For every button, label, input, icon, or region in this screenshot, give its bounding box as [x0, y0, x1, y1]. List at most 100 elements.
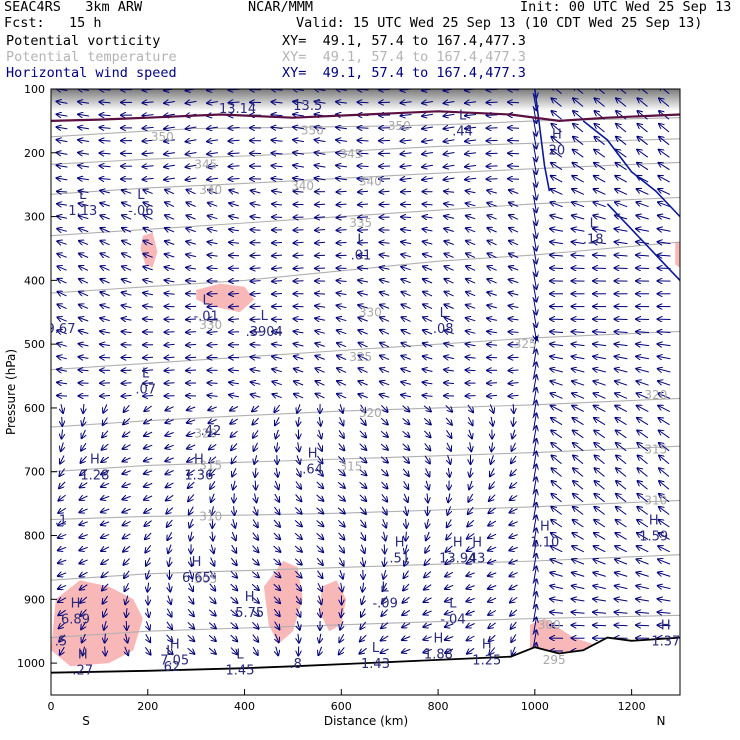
- wind-vector: [294, 520, 302, 526]
- wind-vector: [381, 481, 388, 489]
- wind-vector: [254, 506, 257, 515]
- wind-speed-contour-0: [534, 89, 551, 192]
- wind-vector: [401, 356, 411, 360]
- wind-vector: [404, 493, 408, 502]
- wind-vector: [122, 190, 132, 193]
- wind-vector: [490, 404, 493, 412]
- wind-vector: [448, 493, 450, 503]
- wind-vector: [100, 166, 111, 167]
- wind-vector: [358, 140, 369, 141]
- y-tick-label-0: 100: [24, 83, 45, 96]
- wind-vector: [187, 433, 196, 436]
- stratosphere-band: [51, 89, 680, 111]
- wind-vector: [78, 165, 89, 167]
- wind-vector: [487, 115, 498, 116]
- wind-vector: [658, 586, 671, 589]
- wind-vector: [294, 319, 304, 320]
- wind-vector: [615, 559, 628, 565]
- wind-vector: [188, 595, 194, 604]
- wind-vector: [615, 202, 628, 208]
- wind-vector: [637, 89, 648, 94]
- wind-vector: [189, 506, 194, 515]
- wind-vector: [79, 370, 89, 371]
- wind-vector: [658, 356, 671, 358]
- wind-vector: [659, 89, 670, 94]
- wind-vector: [209, 583, 216, 591]
- wind-vector: [444, 317, 454, 321]
- wind-vector: [534, 222, 537, 238]
- wind-vector: [638, 124, 648, 133]
- wind-vector: [445, 279, 454, 283]
- wind-vector: [401, 178, 412, 179]
- wind-vector: [294, 306, 304, 307]
- wind-vector: [636, 612, 650, 613]
- wind-vector: [572, 559, 585, 565]
- extremum-mark: H: [78, 647, 88, 662]
- wind-vector: [636, 242, 649, 244]
- wind-vector: [79, 522, 88, 525]
- wind-vector: [380, 204, 390, 205]
- wind-vector: [636, 573, 649, 577]
- isentrope-label: 315: [340, 460, 363, 474]
- wind-vector: [401, 242, 411, 244]
- wind-vector: [100, 344, 111, 345]
- wind-vector: [510, 585, 518, 589]
- wind-vector: [231, 430, 238, 437]
- wind-vector: [78, 102, 89, 104]
- wind-vector: [594, 546, 606, 553]
- wind-vector: [276, 467, 278, 477]
- extremum-mark: H: [482, 638, 492, 653]
- wind-vector: [616, 443, 627, 452]
- wind-vector: [384, 557, 385, 566]
- wind-vector: [380, 381, 390, 384]
- wind-vector: [465, 178, 477, 179]
- wind-vector: [319, 595, 322, 605]
- wind-vector: [79, 535, 88, 538]
- wind-vector: [212, 531, 213, 541]
- wind-vector: [423, 405, 431, 412]
- wind-vector: [167, 608, 171, 617]
- wind-vector: [232, 531, 236, 540]
- wind-vector: [251, 583, 259, 590]
- wind-vector: [208, 255, 218, 256]
- wind-vector: [636, 599, 649, 601]
- wind-vector: [573, 163, 584, 171]
- wind-vector: [358, 102, 369, 103]
- y-tick-label-7: 800: [24, 530, 45, 543]
- wind-vector: [232, 468, 236, 476]
- extremum-value: 6.89: [61, 612, 90, 627]
- wind-vector: [658, 189, 671, 195]
- wind-vector: [251, 268, 261, 269]
- extremum-value: 6.65: [182, 571, 211, 586]
- wind-vector: [273, 571, 281, 578]
- wind-vector: [315, 343, 325, 346]
- wind-vector: [276, 646, 278, 656]
- wind-vector: [233, 480, 235, 490]
- field-xy-theta: XY= 49.1, 57.4 to 167.4,477.3: [282, 49, 526, 65]
- wind-vector: [337, 281, 347, 282]
- wind-vector: [254, 455, 256, 464]
- wind-vector: [208, 242, 218, 244]
- wind-vector: [143, 102, 154, 103]
- wind-vector: [208, 306, 218, 307]
- wind-vector: [466, 598, 475, 601]
- wind-vector: [298, 442, 300, 451]
- wind-vector: [401, 140, 412, 141]
- wind-vector: [165, 344, 175, 345]
- extremum-value: .8: [289, 657, 301, 672]
- wind-vector: [509, 560, 518, 563]
- wind-vector: [534, 298, 537, 315]
- wind-vector: [423, 317, 433, 321]
- wind-vector: [337, 394, 347, 398]
- wind-vector: [165, 332, 175, 333]
- wind-vector: [144, 520, 152, 526]
- wind-vector: [165, 420, 174, 423]
- wind-vector: [186, 153, 197, 155]
- wind-vector: [360, 634, 367, 641]
- wind-vector: [381, 404, 387, 412]
- wind-vector: [126, 633, 128, 643]
- wind-vector: [146, 557, 150, 566]
- isentrope-label: 320: [194, 426, 217, 440]
- wind-vector: [186, 268, 196, 270]
- wind-vector: [168, 595, 171, 605]
